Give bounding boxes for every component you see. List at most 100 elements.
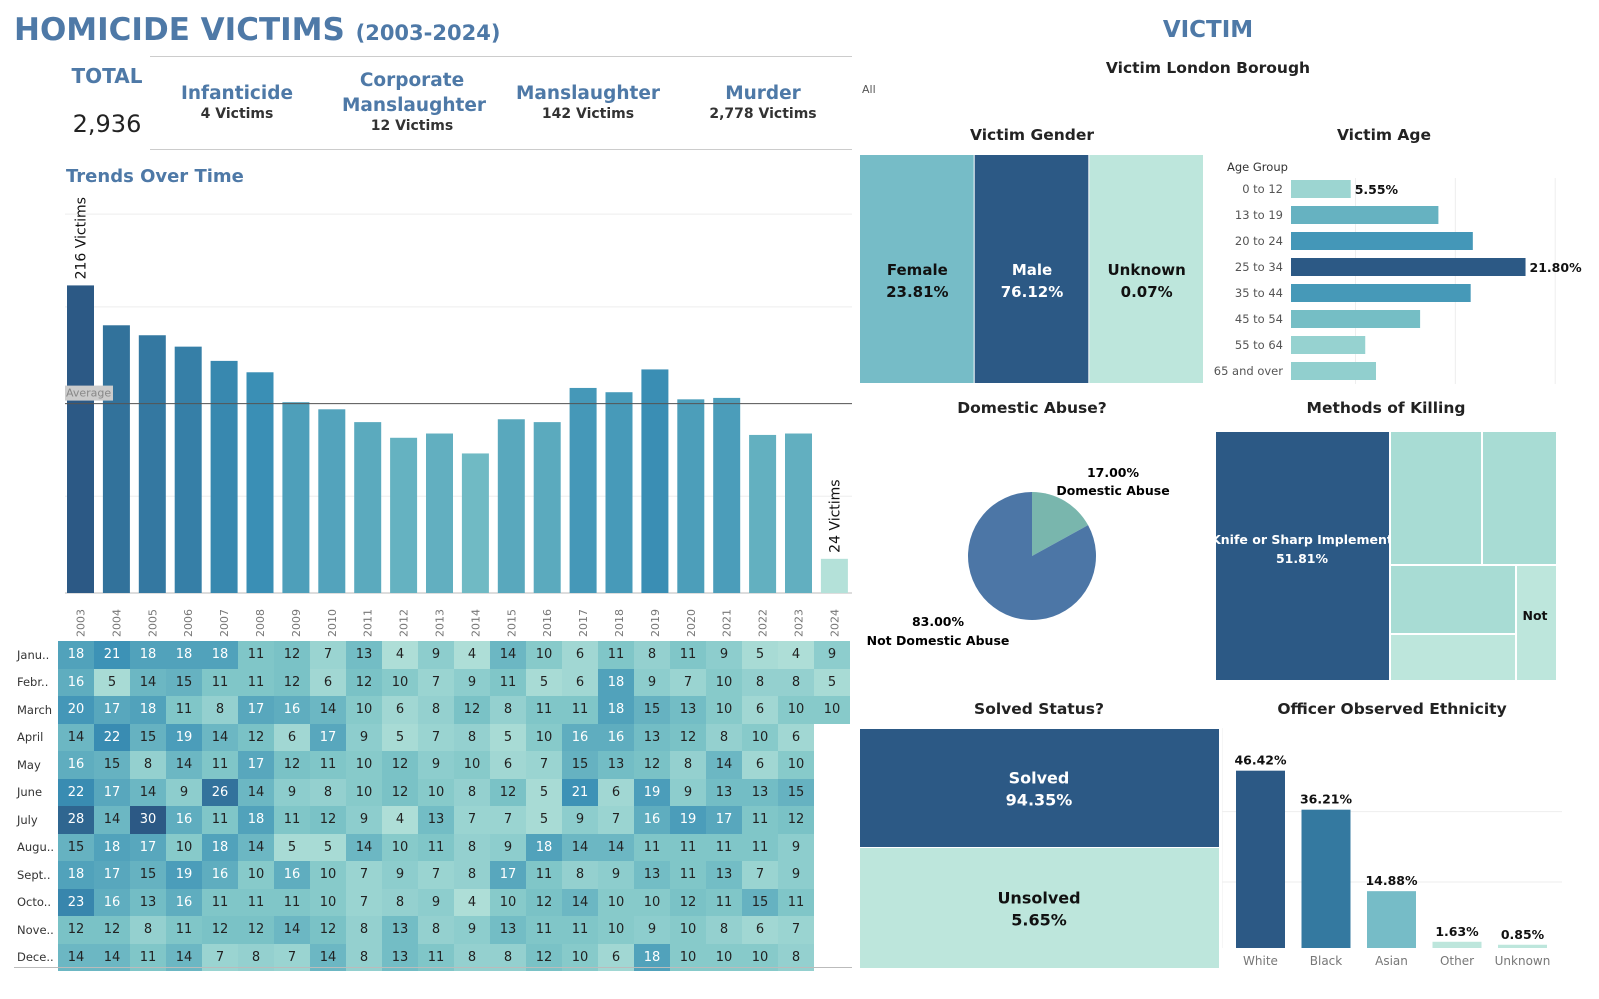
heatmap-cell: 9	[562, 806, 598, 834]
heatmap-cell: 10	[706, 943, 742, 971]
bar-2019	[641, 369, 669, 593]
heatmap-cell: 18	[130, 641, 166, 669]
heatmap-cell: 10	[670, 943, 706, 971]
heatmap-cell: 6	[490, 751, 526, 779]
heatmap-cell: 11	[202, 751, 238, 779]
heatmap-baseline	[14, 967, 852, 968]
heatmap-cell: 13	[634, 723, 670, 751]
age-tick-label: 65 and over	[1214, 364, 1283, 378]
kpi-infanticide[interactable]: Infanticide 4 Victims	[162, 81, 312, 122]
heatmap-cell: 11	[130, 943, 166, 971]
bar-2021	[713, 397, 741, 593]
heatmap-cell: 9	[778, 861, 814, 889]
kpi-label: Manslaughter	[516, 83, 660, 104]
heatmap-cell: 8	[130, 751, 166, 779]
heatmap-cell: 4	[454, 641, 490, 669]
heatmap-cell: 17	[310, 723, 346, 751]
heatmap-cell: 9	[274, 778, 310, 806]
bar-2006	[174, 346, 202, 593]
treemap-cell	[1391, 635, 1515, 680]
heatmap-cell: 10	[706, 668, 742, 696]
heatmap-cell: 10	[778, 751, 814, 779]
heatmap-cell: 10	[670, 916, 706, 944]
heatmap-row: Janu.. 18 21 18 18 18 11 12 7 13 4 9 4 14 10 6 11 8 11 9 5 4 9	[14, 641, 850, 669]
solved-cell-unsolved	[860, 848, 1219, 968]
pie-value-label: 83.00%	[912, 614, 965, 629]
month-label: Octo..	[17, 895, 52, 910]
month-label: Nove..	[17, 922, 54, 937]
gender-label: Male	[1012, 261, 1052, 279]
heatmap-cell: 14	[562, 833, 598, 861]
age-bar	[1291, 232, 1473, 250]
trends-bar-chart: 2003 2004 2005 2006 2007 2008 2009 2010 2011 2012…	[65, 197, 852, 637]
kpi-value: 2,778 Victims	[709, 106, 817, 122]
heatmap-cell: 18	[238, 806, 274, 834]
heatmap-cell: 6	[742, 751, 778, 779]
heatmap-cell: 12	[274, 668, 310, 696]
heatmap-row: Febr.. 16 5 14 15 11 11 12 6 12 10 7 9 11 5 6 18 9 7 10 8 8 5	[14, 668, 850, 696]
ethnicity-bar-asian	[1367, 891, 1416, 948]
bar-2014	[461, 453, 489, 593]
month-label: Janu..	[17, 647, 50, 662]
heatmap-cell: 10	[346, 751, 382, 779]
heatmap-cell: 9	[598, 861, 634, 889]
heatmap-cell: 8	[742, 668, 778, 696]
heatmap-cell: 11	[706, 833, 742, 861]
heatmap-cell: 8	[778, 943, 814, 971]
kpi-murder[interactable]: Murder 2,778 Victims	[688, 81, 838, 122]
ethnicity-chart: 46.42% White 36.21% Black 14.88% Asian 1.63% Ot…	[1222, 728, 1562, 968]
solved-value: 5.65%	[1011, 911, 1067, 930]
heatmap-cell: 10	[310, 861, 346, 889]
age-title: Victim Age	[1336, 126, 1432, 144]
bar-2023	[785, 433, 812, 593]
heatmap-cell: 11	[670, 641, 706, 669]
heatmap-cell: 8	[490, 696, 526, 724]
heatmap-cell: 17	[130, 833, 166, 861]
bar-2018	[605, 392, 633, 593]
borough-filter-value[interactable]: All	[862, 83, 876, 96]
heatmap-cell: 8	[562, 861, 598, 889]
heatmap-cell: 9	[418, 641, 454, 669]
heatmap-cell: 12	[310, 806, 346, 834]
heatmap-cell: 17	[94, 696, 130, 724]
heatmap-cell: 11	[274, 888, 310, 916]
age-bar	[1291, 362, 1376, 380]
heatmap-cell: 11	[166, 696, 202, 724]
heatmap-cell: 12	[202, 916, 238, 944]
heatmap-cell: 11	[418, 833, 454, 861]
kpi-manslaughter[interactable]: Manslaughter 142 Victims	[508, 81, 668, 122]
heatmap-cell: 18	[58, 861, 94, 889]
kpi-label: Corporate Manslaughter	[342, 70, 486, 116]
kpi-value: 12 Victims	[370, 118, 454, 134]
ethnicity-tick-label: Other	[1440, 954, 1474, 968]
heatmap-cell: 18	[94, 833, 130, 861]
heatmap-cell: 12	[634, 751, 670, 779]
x-tick-label: 2005	[146, 609, 159, 637]
heatmap-cell: 12	[526, 943, 562, 971]
heatmap-cell: 13	[670, 696, 706, 724]
heatmap-cell: 14	[166, 751, 202, 779]
heatmap-cell: 9	[634, 668, 670, 696]
heatmap-cell: 6	[562, 668, 598, 696]
heatmap-cell: 7	[526, 751, 562, 779]
heatmap-cell: 8	[634, 641, 670, 669]
heatmap-cell: 14	[598, 833, 634, 861]
x-tick-label: 2021	[721, 609, 734, 637]
heatmap-cell: 9	[454, 916, 490, 944]
heatmap-cell: 17	[94, 778, 130, 806]
heatmap-cell: 14	[94, 806, 130, 834]
heatmap-cell: 20	[58, 696, 94, 724]
heatmap-cell: 11	[526, 861, 562, 889]
heatmap-cell: 6	[562, 641, 598, 669]
x-tick-label: 2024	[828, 609, 841, 637]
heatmap-cell: 11	[490, 668, 526, 696]
solved-cell-solved	[860, 729, 1219, 847]
heatmap-row: Dece.. 14 14 11 14 7 8 7 14 8 13 11 8 8 12 10 6 18 10 10 10 8	[14, 943, 850, 971]
heatmap-cell: 16	[58, 751, 94, 779]
kpi-corporate-manslaughter[interactable]: Corporate Manslaughter 12 Victims	[332, 68, 492, 134]
bar-2003	[67, 285, 94, 593]
heatmap-cell: 7	[202, 943, 238, 971]
heatmap-cell: 6	[274, 723, 310, 751]
heatmap-cell: 6	[742, 916, 778, 944]
heatmap-cell: 11	[634, 833, 670, 861]
